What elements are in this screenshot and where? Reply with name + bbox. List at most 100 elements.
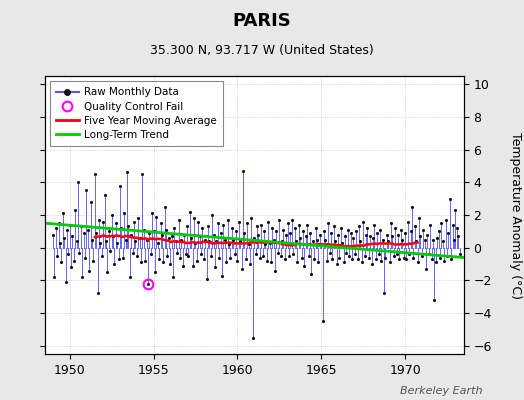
Point — [109, 233, 117, 240]
Point — [176, 254, 184, 261]
Point — [118, 254, 127, 261]
Point — [233, 258, 242, 264]
Point — [112, 220, 120, 226]
Point — [133, 253, 141, 259]
Point — [351, 251, 359, 258]
Point — [49, 232, 57, 238]
Point — [54, 220, 63, 226]
Point — [197, 251, 205, 258]
Point — [190, 215, 198, 222]
Point — [95, 217, 103, 223]
Point — [445, 196, 454, 202]
Point — [235, 218, 243, 225]
Point — [172, 238, 180, 244]
Point — [184, 253, 193, 259]
Point — [117, 225, 126, 231]
Point — [237, 266, 246, 272]
Point — [450, 236, 458, 243]
Point — [264, 218, 272, 225]
Point — [439, 238, 447, 244]
Point — [430, 297, 439, 303]
Point — [219, 222, 227, 228]
Point — [210, 232, 218, 238]
Point — [221, 236, 229, 243]
Point — [138, 171, 147, 177]
Point — [307, 271, 315, 277]
Point — [426, 222, 434, 228]
Point — [242, 256, 250, 262]
Point — [86, 199, 95, 205]
Point — [160, 204, 169, 210]
Point — [325, 250, 334, 256]
Point — [335, 254, 344, 261]
Point — [92, 230, 101, 236]
Point — [455, 251, 464, 258]
Point — [222, 259, 231, 266]
Point — [399, 254, 408, 261]
Point — [420, 236, 429, 243]
Point — [151, 269, 159, 276]
Point — [454, 233, 462, 240]
Point — [198, 225, 206, 231]
Point — [286, 230, 294, 236]
Point — [327, 230, 335, 236]
Point — [279, 226, 288, 233]
Point — [310, 256, 319, 262]
Point — [355, 223, 363, 230]
Point — [110, 261, 118, 267]
Point — [283, 220, 292, 226]
Point — [372, 256, 380, 262]
Point — [268, 225, 277, 231]
Point — [258, 253, 267, 259]
Point — [408, 204, 416, 210]
Point — [341, 233, 349, 240]
Point — [302, 233, 310, 240]
Point — [288, 217, 296, 223]
Point — [309, 238, 317, 244]
Point — [345, 253, 353, 259]
Point — [296, 235, 304, 241]
Point — [263, 258, 271, 264]
Point — [289, 251, 298, 258]
Point — [139, 226, 148, 233]
Point — [323, 258, 331, 264]
Point — [380, 290, 388, 297]
Point — [390, 253, 398, 259]
Point — [299, 228, 307, 234]
Point — [387, 220, 395, 226]
Point — [130, 218, 138, 225]
Point — [278, 238, 286, 244]
Point — [265, 240, 274, 246]
Point — [398, 236, 407, 243]
Point — [271, 268, 279, 274]
Point — [102, 238, 110, 244]
Point — [204, 223, 212, 230]
Point — [443, 253, 451, 259]
Point — [369, 235, 377, 241]
Point — [240, 230, 248, 236]
Point — [80, 230, 88, 236]
Point — [449, 222, 457, 228]
Point — [298, 254, 306, 261]
Point — [405, 251, 413, 258]
Point — [244, 241, 253, 248]
Point — [434, 228, 443, 234]
Point — [349, 235, 357, 241]
Point — [239, 168, 247, 174]
Point — [51, 225, 60, 231]
Point — [441, 217, 450, 223]
Point — [437, 220, 445, 226]
Point — [282, 232, 290, 238]
Point — [141, 258, 149, 264]
Point — [148, 210, 156, 216]
Point — [413, 259, 422, 266]
Point — [158, 232, 166, 238]
Point — [166, 261, 174, 267]
Point — [256, 254, 264, 261]
Point — [331, 238, 340, 244]
Text: Berkeley Earth: Berkeley Earth — [400, 386, 482, 396]
Point — [257, 222, 265, 228]
Point — [155, 256, 163, 262]
Point — [53, 253, 61, 259]
Point — [75, 250, 84, 256]
